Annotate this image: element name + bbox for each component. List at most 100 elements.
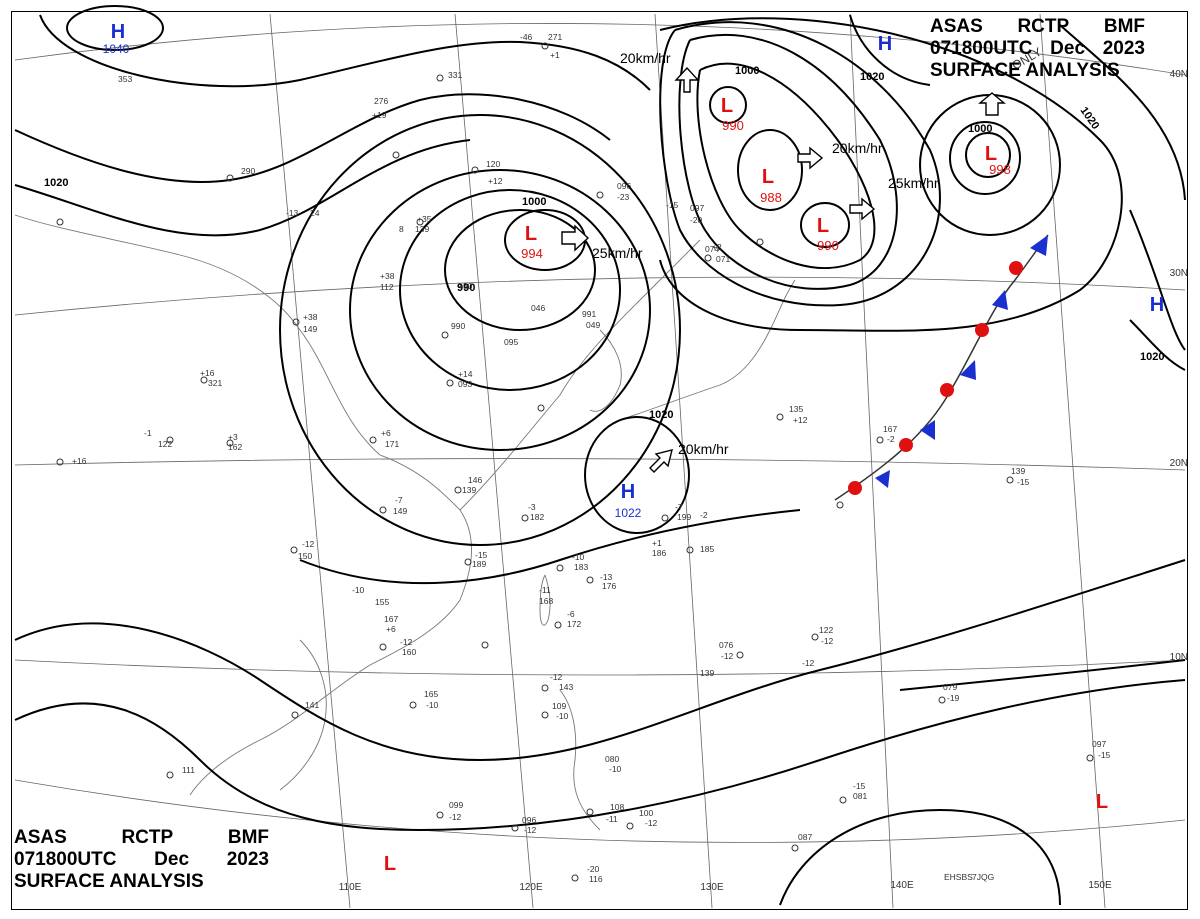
station-label: 331 — [448, 70, 462, 80]
lat-line-30n — [14, 276, 1186, 316]
lat-label: 40N — [1170, 69, 1188, 80]
station-marker — [436, 74, 444, 82]
station-label: 143 — [559, 682, 573, 692]
motion-label: 25km/hr — [888, 175, 939, 191]
isobar-1020-northwest — [14, 93, 611, 183]
station-label: -2 — [887, 434, 895, 444]
station-label: -7 — [395, 495, 403, 505]
station-label: 109 — [552, 701, 566, 711]
low-letter: L — [762, 166, 774, 188]
header-office: BMF — [1103, 16, 1145, 37]
station-label: 087 — [798, 832, 812, 842]
station-label: +30 — [458, 281, 473, 291]
header-time: 071800UTC — [930, 38, 1033, 59]
station-marker — [521, 514, 529, 522]
station-label: 186 — [652, 548, 666, 558]
station-marker — [1006, 476, 1014, 484]
station-label: -13 — [286, 208, 299, 218]
station-label: +12 — [793, 415, 808, 425]
motion-label: 20km/hr — [620, 50, 671, 66]
lat-line-40n — [14, 23, 1186, 76]
isobar-label: 1020 — [1078, 105, 1102, 132]
station-marker — [1086, 754, 1094, 762]
low-value: 998 — [989, 162, 1011, 177]
station-label: 172 — [567, 619, 581, 629]
station-label: 100 — [639, 808, 653, 818]
station-marker — [839, 796, 847, 804]
motion-label: 25km/hr — [592, 245, 643, 261]
lon-label: 120E — [519, 882, 543, 893]
station-label: -10 — [572, 552, 585, 562]
station-label: +16 — [200, 368, 215, 378]
high-value: 1040 — [103, 42, 130, 56]
isobar-label: 1000 — [522, 196, 546, 208]
station-label: -15 — [1017, 477, 1030, 487]
station-marker — [541, 684, 549, 692]
station-marker — [436, 811, 444, 819]
coast-taiwan — [539, 574, 551, 626]
station-label: +6 — [381, 428, 391, 438]
isobar-label: 1000 — [968, 123, 992, 135]
lat-label: 20N — [1170, 458, 1188, 469]
isobar-1020-west — [14, 139, 471, 237]
isobar-low-994-ring3 — [399, 189, 621, 391]
station-marker — [379, 506, 387, 514]
motion-label: 20km/hr — [832, 140, 883, 156]
station-marker — [166, 771, 174, 779]
front-cold-triangle — [992, 290, 1008, 310]
station-label: +1 — [550, 50, 560, 60]
station-label: 079 — [943, 682, 957, 692]
high-letter: H — [111, 21, 125, 43]
isobar-label: 1020 — [1140, 351, 1164, 363]
station-label: 074 — [705, 244, 719, 254]
lon-line-120e — [454, 13, 534, 909]
station-label: -12 — [524, 825, 537, 835]
station-label: +2 — [712, 242, 722, 252]
lon-line-150e — [1039, 13, 1106, 909]
station-label: 141 — [305, 700, 319, 710]
lon-label: 110E — [339, 882, 362, 893]
footer-region: RCTP — [121, 827, 174, 848]
isobar-low-994-ring5 — [279, 114, 681, 546]
low-letter: L — [817, 215, 829, 237]
station-label: -1 — [144, 428, 152, 438]
lon-line-110e — [269, 13, 351, 909]
front-warm-semicircle — [940, 383, 954, 397]
station-marker — [836, 501, 844, 509]
high-value: 1022 — [615, 506, 642, 520]
header-top: ASAS RCTP BMF 071800UTC Dec 2023 SURFACE… — [930, 16, 1145, 82]
footer-year: 2023 — [226, 849, 269, 870]
coast-indochina — [279, 639, 327, 791]
station-label: 096 — [522, 815, 536, 825]
station-marker — [441, 331, 449, 339]
station-marker — [292, 318, 300, 326]
station-marker — [471, 166, 479, 174]
motion-arrow — [978, 92, 1006, 116]
station-label: 165 — [424, 689, 438, 699]
station-label: 199 — [677, 512, 691, 522]
motion-arrow — [674, 66, 700, 93]
station-label: 150 — [298, 551, 312, 561]
station-label: -12 — [821, 636, 834, 646]
station-label: 271 — [548, 32, 562, 42]
station-label: 139 — [415, 224, 429, 234]
station-label: 991 — [582, 309, 596, 319]
station-label: -20 — [587, 864, 600, 874]
coast-korea — [589, 329, 622, 412]
station-label: 049 — [586, 320, 600, 330]
front-cold-triangle — [875, 470, 890, 488]
isobar-label: 1020 — [44, 177, 68, 189]
motion-label: 20km/hr — [678, 441, 729, 457]
station-label: -12 — [400, 637, 413, 647]
station-label: +16 — [72, 456, 87, 466]
station-marker — [541, 711, 549, 719]
station-label: 167 — [384, 614, 398, 624]
station-marker — [811, 633, 819, 641]
header-month: Dec — [1050, 38, 1086, 59]
isobar-low-988 — [737, 129, 803, 211]
low-value: 990 — [722, 118, 744, 133]
station-marker — [626, 822, 634, 830]
isobar-high-1022 — [584, 416, 690, 534]
station-label: 096 — [617, 181, 631, 191]
